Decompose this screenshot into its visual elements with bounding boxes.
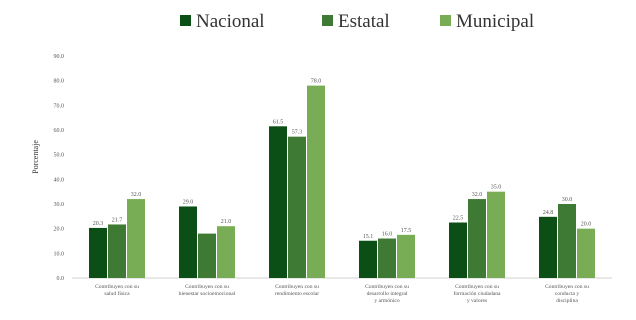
category-label-line: Contribuyen con su [545,284,589,290]
category-label-line: desarrollo integral [367,291,408,297]
bar-municipal [397,234,415,278]
category-label: Contribuyen con su bienestar socioemocion… [179,284,236,297]
data-label: 61.5 [273,119,284,125]
y-axis-title: Porcentaje [31,140,40,174]
bar-estatal [468,199,486,278]
bar-municipal [217,226,235,278]
bar-estatal [198,233,216,278]
data-label: 30.0 [562,197,573,203]
data-label: 16.0 [382,232,393,238]
y-tick-label: 10.0 [54,251,65,257]
data-label: 20.0 [581,222,592,228]
data-label: 21.0 [221,219,232,225]
category-label-line: Contribuyen con su [365,284,409,290]
bar-estatal [288,136,306,278]
y-axis-ticks: 0.0 10.0 20.0 30.0 40.0 50.0 60.0 70.0 80.0 90.0 [54,54,65,282]
data-label: 15.1 [363,234,374,240]
category-label-line: salud física [104,290,130,297]
legend-swatch-municipal [440,15,451,26]
legend: Nacional Estatal Municipal [180,11,534,32]
category-label-line: Contribuyen con su [185,284,229,290]
category-label-line: Contribuyen con su [455,284,499,290]
category-label-line: y valores [467,298,487,304]
data-label: 21.7 [112,217,123,223]
bar-estatal [558,204,576,278]
data-label: 24.8 [543,210,554,216]
y-tick-label: 30.0 [54,202,65,208]
data-labels: 20.3 29.0 61.5 15.1 22.5 24.8 21.7 57.3 16.0 32.0… [93,79,592,240]
bar-nacional [179,206,197,278]
category-label-line: conducta y [555,291,580,297]
legend-label-nacional: Nacional [196,11,265,32]
data-label: 17.5 [401,228,412,234]
bar-nacional [539,216,557,278]
bar-municipal [127,199,145,278]
category-label-line: y armónico [374,298,400,304]
category-label: Contribuyen con su salud física [95,284,139,297]
legend-label-estatal: Estatal [338,11,390,32]
data-label: 22.5 [453,216,464,222]
category-label: Contribuyen con su conducta y disciplina [545,284,589,304]
bar-nacional [449,222,467,278]
bar-nacional [269,126,287,278]
bar-municipal [307,85,325,278]
category-label-line: formación ciudadana [453,290,501,297]
category-label: Contribuyen con su rendimiento escolar [275,284,319,297]
category-label-line: Contribuyen con su [95,284,139,290]
bars [89,85,595,278]
category-label-line: rendimiento escolar [275,291,319,297]
y-tick-label: 80.0 [54,79,65,85]
bar-estatal [378,238,396,278]
y-tick-label: 70.0 [54,103,65,109]
category-label: Contribuyen con su formación ciudadana y v… [453,284,501,304]
y-tick-label: 40.0 [54,177,65,183]
category-label-line: Contribuyen con su [275,284,319,290]
bar-nacional [89,227,107,278]
y-tick-label: 60.0 [54,128,65,134]
data-label: 32.0 [472,192,483,198]
y-tick-label: 50.0 [54,153,65,159]
legend-swatch-estatal [322,15,333,26]
y-tick-label: 0.0 [57,276,65,282]
legend-label-municipal: Municipal [456,11,534,32]
category-labels: Contribuyen con su salud físicaContribuye… [95,284,589,304]
data-label: 78.0 [311,79,322,85]
data-label: 32.0 [131,192,142,198]
y-tick-label: 20.0 [54,227,65,233]
y-tick-label: 90.0 [54,54,65,60]
category-label-line: bienestar socioemocional [179,291,236,297]
legend-swatch-nacional [180,15,191,26]
category-label: Contribuyen con su desarrollo integral y a… [365,284,409,304]
bar-municipal [487,191,505,278]
bar-nacional [359,240,377,278]
data-label: 35.0 [491,185,502,191]
data-label: 29.0 [183,199,194,205]
category-label-line: disciplina [556,298,578,304]
data-label: 57.3 [292,130,303,136]
bar-estatal [108,224,126,278]
data-label: 20.3 [93,221,104,227]
bar-municipal [577,228,595,278]
